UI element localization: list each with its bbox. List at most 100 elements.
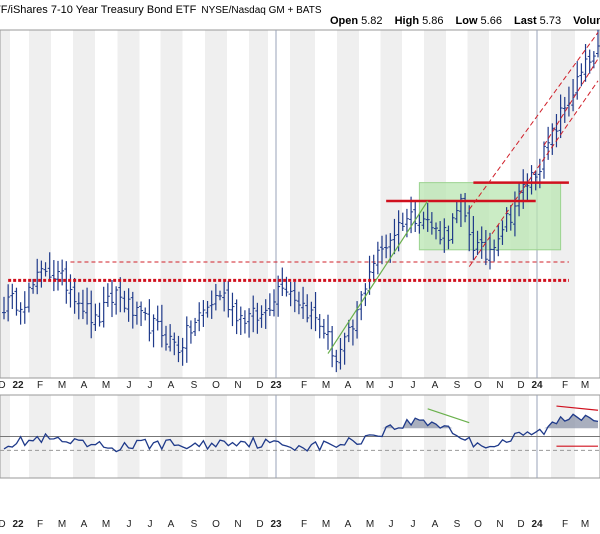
channel-upper-line [468, 32, 599, 210]
month-band [249, 30, 268, 378]
open-value: 5.82 [361, 15, 383, 27]
month-band [182, 30, 205, 378]
low-label: Low [455, 15, 478, 27]
oscillator-panel [0, 405, 600, 453]
month-band [205, 30, 227, 378]
x-tick-label: A [168, 380, 175, 391]
x-tick-label: S [454, 519, 461, 530]
month-band [10, 30, 29, 378]
x-tick-label: M [58, 380, 66, 391]
x-tick-label: S [191, 519, 198, 530]
volume-label: Volume [573, 15, 600, 27]
x-tick-label: M [322, 519, 330, 530]
x-tick-label: 24 [531, 380, 543, 391]
month-band [0, 30, 10, 378]
month-band [380, 30, 402, 378]
x-tick-label: N [496, 380, 503, 391]
x-tick-label: J [411, 519, 416, 530]
x-tick-label: A [432, 380, 439, 391]
last-label: Last [514, 15, 537, 27]
low-value: 5.66 [480, 15, 502, 27]
x-tick-label: M [366, 519, 374, 530]
x-tick-label: D [256, 519, 263, 530]
x-tick-label: F [301, 519, 307, 530]
x-tick-label: M [322, 380, 330, 391]
x-tick-label: N [496, 519, 503, 530]
chart-header: TF/iShares 7-10 Year Treasury Bond ETF NY… [0, 0, 600, 30]
x-tick-label: F [37, 519, 43, 530]
x-tick-label: S [191, 380, 198, 391]
high-value: 5.86 [422, 15, 444, 27]
month-band [29, 30, 51, 378]
oscillator-upper-guide [556, 405, 599, 411]
x-tick-label: D [256, 380, 263, 391]
x-tick-label: M [102, 380, 110, 391]
x-tick-label: M [102, 519, 110, 530]
oscillator-divergence-line [427, 408, 470, 424]
month-band [227, 30, 249, 378]
axis-labels: D 22 F M A M J J A S O N D 23 F M A M J J A S O N D 24 F M D 22 F M A M J J… [0, 380, 589, 530]
x-tick-label: O [212, 519, 220, 530]
x-tick-label: S [454, 380, 461, 391]
last-value: 5.73 [539, 15, 562, 27]
chart-title: TF/iShares 7-10 Year Treasury Bond ETF NY… [0, 4, 322, 16]
x-tick-label: 22 [12, 380, 24, 391]
high-label: High [394, 15, 420, 27]
channel-mid-line [543, 58, 599, 146]
month-band [315, 30, 337, 378]
x-tick-label: A [81, 380, 88, 391]
month-band [160, 30, 183, 378]
x-tick-label: J [127, 519, 132, 530]
rising-trendline [327, 200, 429, 354]
x-tick-label: F [562, 380, 568, 391]
x-tick-label: M [366, 380, 374, 391]
x-tick-label: J [389, 380, 394, 391]
x-tick-label: D [0, 380, 6, 391]
open-label: Open [330, 15, 359, 27]
title-text: TF/iShares 7-10 Year Treasury Bond ETF [0, 4, 197, 16]
oscillator-panel-frame [0, 394, 600, 479]
x-tick-label: F [37, 380, 43, 391]
x-tick-label: A [81, 519, 88, 530]
x-tick-label: D [0, 519, 6, 530]
month-band [139, 30, 161, 378]
month-band [73, 30, 95, 378]
x-tick-label: J [411, 380, 416, 391]
x-tick-label: A [168, 519, 175, 530]
month-band [95, 30, 118, 378]
x-tick-label: 23 [270, 519, 282, 530]
price-panel-frame [0, 29, 600, 379]
x-tick-label: A [432, 519, 439, 530]
exchange-text: NYSE/Nasdaq GM + BATS [201, 5, 322, 16]
x-tick-label: 23 [270, 380, 282, 391]
ohlc-bars [2, 29, 600, 373]
x-tick-label: M [58, 519, 66, 530]
x-tick-label: D [517, 380, 524, 391]
x-tick-label: M [581, 380, 589, 391]
x-tick-label: 22 [12, 519, 24, 530]
x-tick-label: F [562, 519, 568, 530]
month-band [268, 30, 290, 378]
month-band [337, 30, 359, 378]
x-tick-label: 24 [531, 519, 543, 530]
oscillator-line [3, 413, 599, 453]
x-tick-label: J [389, 519, 394, 530]
month-band [402, 30, 424, 378]
x-tick-label: J [127, 380, 132, 391]
channel-lower-line [468, 80, 599, 267]
month-band [575, 30, 600, 378]
x-tick-label: D [517, 519, 524, 530]
month-band [51, 30, 73, 378]
x-tick-label: M [581, 519, 589, 530]
x-tick-label: F [301, 380, 307, 391]
trend-lines [8, 32, 599, 354]
month-band [359, 30, 381, 378]
x-tick-label: O [212, 380, 220, 391]
x-tick-label: J [148, 519, 153, 530]
month-band [117, 30, 140, 378]
background-bands [0, 29, 600, 479]
x-tick-label: A [345, 380, 352, 391]
x-tick-label: N [234, 380, 241, 391]
